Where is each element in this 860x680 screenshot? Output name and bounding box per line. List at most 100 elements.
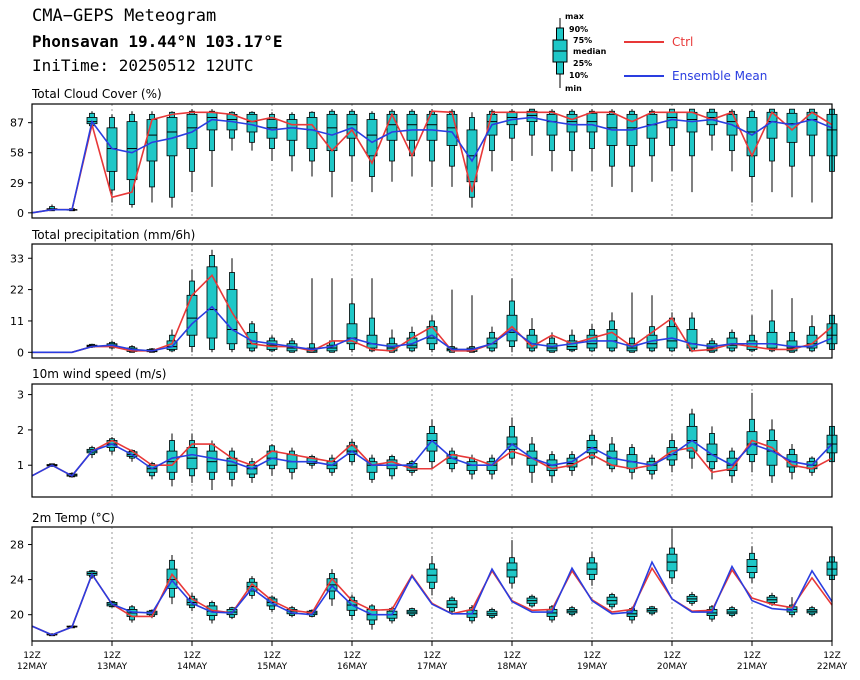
box-inner xyxy=(166,568,178,589)
box-inner xyxy=(146,119,158,162)
x-tick-label: 12Z xyxy=(823,651,841,661)
ctrl-series xyxy=(31,110,833,214)
x-tick-label: 12Z xyxy=(183,651,201,661)
y-tick-label: 22 xyxy=(10,284,24,297)
box-inner xyxy=(706,443,718,463)
legend-box-label: 25% xyxy=(573,59,592,68)
x-axis: 12Z12MAY12Z13MAY12Z14MAY12Z15MAY12Z16MAY… xyxy=(17,641,848,672)
panel-frame xyxy=(31,103,833,219)
panels: Total Cloud Cover (%) 0 29 58 87 Total precip… xyxy=(10,87,838,642)
y-tick-label: 3 xyxy=(17,389,24,402)
box-inner xyxy=(426,113,438,141)
box-inner xyxy=(486,461,498,471)
box-inner xyxy=(346,323,358,345)
x-tick-label: 12Z xyxy=(503,651,521,661)
box-inner xyxy=(426,433,438,452)
y-tick-label: 87 xyxy=(10,117,24,130)
box-outer xyxy=(369,317,375,352)
x-tick-label: 16MAY xyxy=(337,662,368,672)
panel-frame xyxy=(31,243,833,359)
box-inner xyxy=(186,294,198,336)
x-tick-label: 12Z xyxy=(343,651,361,661)
mean-series xyxy=(31,439,833,477)
panel-1: Total precipitation (mm/6h) 0 11 22 33 xyxy=(10,228,838,359)
box-inner xyxy=(246,113,258,133)
box-inner xyxy=(206,266,218,339)
panel-title: Total precipitation (mm/6h) xyxy=(31,228,195,242)
legend-box-label: median xyxy=(573,47,607,56)
legend-box-label: max xyxy=(565,12,585,21)
box-inner xyxy=(786,112,798,143)
box-inner xyxy=(386,113,398,141)
box-inner xyxy=(446,113,458,146)
legend-ctrl-label: Ctrl xyxy=(672,35,693,49)
box-outer xyxy=(529,108,535,136)
box-inner xyxy=(766,331,778,349)
mean-series xyxy=(31,560,833,636)
legend-mean-label: Ensemble Mean xyxy=(672,69,767,83)
panel-2: 10m wind speed (m/s) 1 2 3 xyxy=(17,367,838,498)
box-inner xyxy=(686,425,698,452)
legend-box-label: 90% xyxy=(569,25,588,34)
y-tick-label: 29 xyxy=(10,177,24,190)
legend: max 90% 75% median 25% 10% min Ctrl Ense… xyxy=(552,12,767,93)
x-tick-label: 22MAY xyxy=(817,662,848,672)
chart-title: CMA−GEPS Meteogram xyxy=(32,6,217,26)
x-tick-label: 12Z xyxy=(583,651,601,661)
box-inner xyxy=(386,459,398,470)
mean-series xyxy=(31,116,833,214)
box-inner xyxy=(366,119,378,157)
x-tick-label: 12Z xyxy=(23,651,41,661)
x-tick-label: 12Z xyxy=(663,651,681,661)
box-inner xyxy=(586,112,598,133)
y-tick-label: 24 xyxy=(10,574,24,587)
panel-frame xyxy=(31,383,833,498)
box-inner xyxy=(526,110,538,123)
box-inner xyxy=(506,314,518,342)
panel-3: 2m Temp (°C) 20 24 28 xyxy=(10,511,838,642)
box-inner xyxy=(406,113,418,141)
y-tick-label: 33 xyxy=(10,252,24,265)
box-outer xyxy=(209,110,215,152)
box-inner xyxy=(566,113,578,133)
x-tick-label: 14MAY xyxy=(177,662,208,672)
x-tick-label: 20MAY xyxy=(657,662,688,672)
legend-box-label: 75% xyxy=(573,36,592,45)
box-inner xyxy=(746,340,758,350)
x-tick-label: 18MAY xyxy=(497,662,528,672)
y-tick-label: 11 xyxy=(10,315,24,328)
x-tick-label: 12Z xyxy=(263,651,281,661)
box-inner xyxy=(226,289,238,345)
x-tick-label: 12Z xyxy=(103,651,121,661)
legend-box-label: min xyxy=(565,84,582,93)
box-inner xyxy=(686,329,698,349)
x-tick-label: 15MAY xyxy=(257,662,288,672)
x-tick-label: 12MAY xyxy=(17,662,48,672)
y-tick-label: 58 xyxy=(10,147,24,160)
box-outer xyxy=(689,108,695,157)
x-tick-label: 13MAY xyxy=(97,662,128,672)
y-tick-label: 1 xyxy=(17,459,24,472)
panel-title: Total Cloud Cover (%) xyxy=(31,87,162,101)
box-inner xyxy=(306,117,318,149)
y-tick-label: 0 xyxy=(17,346,24,359)
x-tick-label: 12Z xyxy=(423,651,441,661)
box-inner xyxy=(286,119,298,141)
panel-0: Total Cloud Cover (%) 0 29 58 87 xyxy=(10,87,838,220)
x-tick-label: 12Z xyxy=(743,651,761,661)
box-inner xyxy=(546,113,558,136)
legend-box-label: 10% xyxy=(569,71,588,80)
box-inner xyxy=(746,431,758,456)
panel-title: 2m Temp (°C) xyxy=(32,511,115,525)
init-time-label: IniTime: 20250512 12UTC xyxy=(32,56,254,75)
box-inner xyxy=(606,329,618,349)
box-inner xyxy=(366,334,378,349)
y-tick-label: 2 xyxy=(17,424,24,437)
panel-title: 10m wind speed (m/s) xyxy=(32,367,166,381)
mean-series xyxy=(32,305,833,354)
x-tick-label: 19MAY xyxy=(577,662,608,672)
ctrl-series xyxy=(31,439,833,477)
x-tick-label: 21MAY xyxy=(737,662,768,672)
y-tick-label: 20 xyxy=(10,609,24,622)
